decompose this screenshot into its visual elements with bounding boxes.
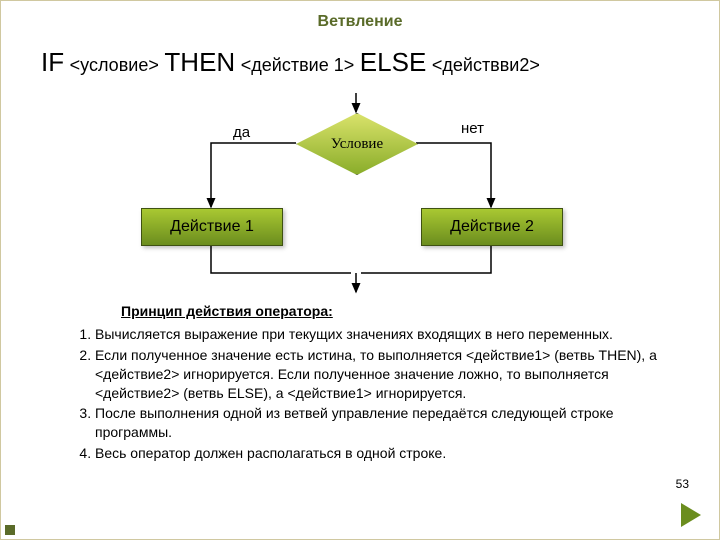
node-action1-label: Действие 1 xyxy=(170,218,254,236)
edge-label-no: нет xyxy=(461,120,484,137)
next-slide-button[interactable] xyxy=(681,503,701,527)
page-number: 53 xyxy=(676,477,689,491)
principle-list: Вычисляется выражение при текущих значен… xyxy=(71,325,679,463)
principle-heading: Принцип действия оператора: xyxy=(121,302,679,321)
list-item: После выполнения одной из ветвей управле… xyxy=(95,404,679,442)
edge-label-yes: да xyxy=(233,124,250,141)
corner-decoration xyxy=(5,525,15,535)
arg-action1: <действие 1> xyxy=(241,55,354,75)
node-action2: Действие 2 xyxy=(421,208,563,246)
kw-if: IF xyxy=(41,47,64,77)
list-item: Если полученное значение есть истина, то… xyxy=(95,346,679,403)
page-title: Ветвление xyxy=(1,13,719,31)
kw-else: ELSE xyxy=(360,47,427,77)
principle-block: Принцип действия оператора: Вычисляется … xyxy=(71,302,679,463)
list-item: Вычисляется выражение при текущих значен… xyxy=(95,325,679,344)
list-item: Весь оператор должен располагаться в одн… xyxy=(95,444,679,463)
node-action2-label: Действие 2 xyxy=(450,218,534,236)
kw-then: THEN xyxy=(164,47,235,77)
node-action1: Действие 1 xyxy=(141,208,283,246)
arg-cond: <условие> xyxy=(70,55,159,75)
flowchart: Условие Действие 1 Действие 2 да нет xyxy=(1,88,719,298)
syntax-line: IF <условие> THEN <действие 1> ELSE <дей… xyxy=(41,47,719,78)
node-condition-label: Условие xyxy=(331,136,383,153)
arg-action2: <действви2> xyxy=(432,55,540,75)
